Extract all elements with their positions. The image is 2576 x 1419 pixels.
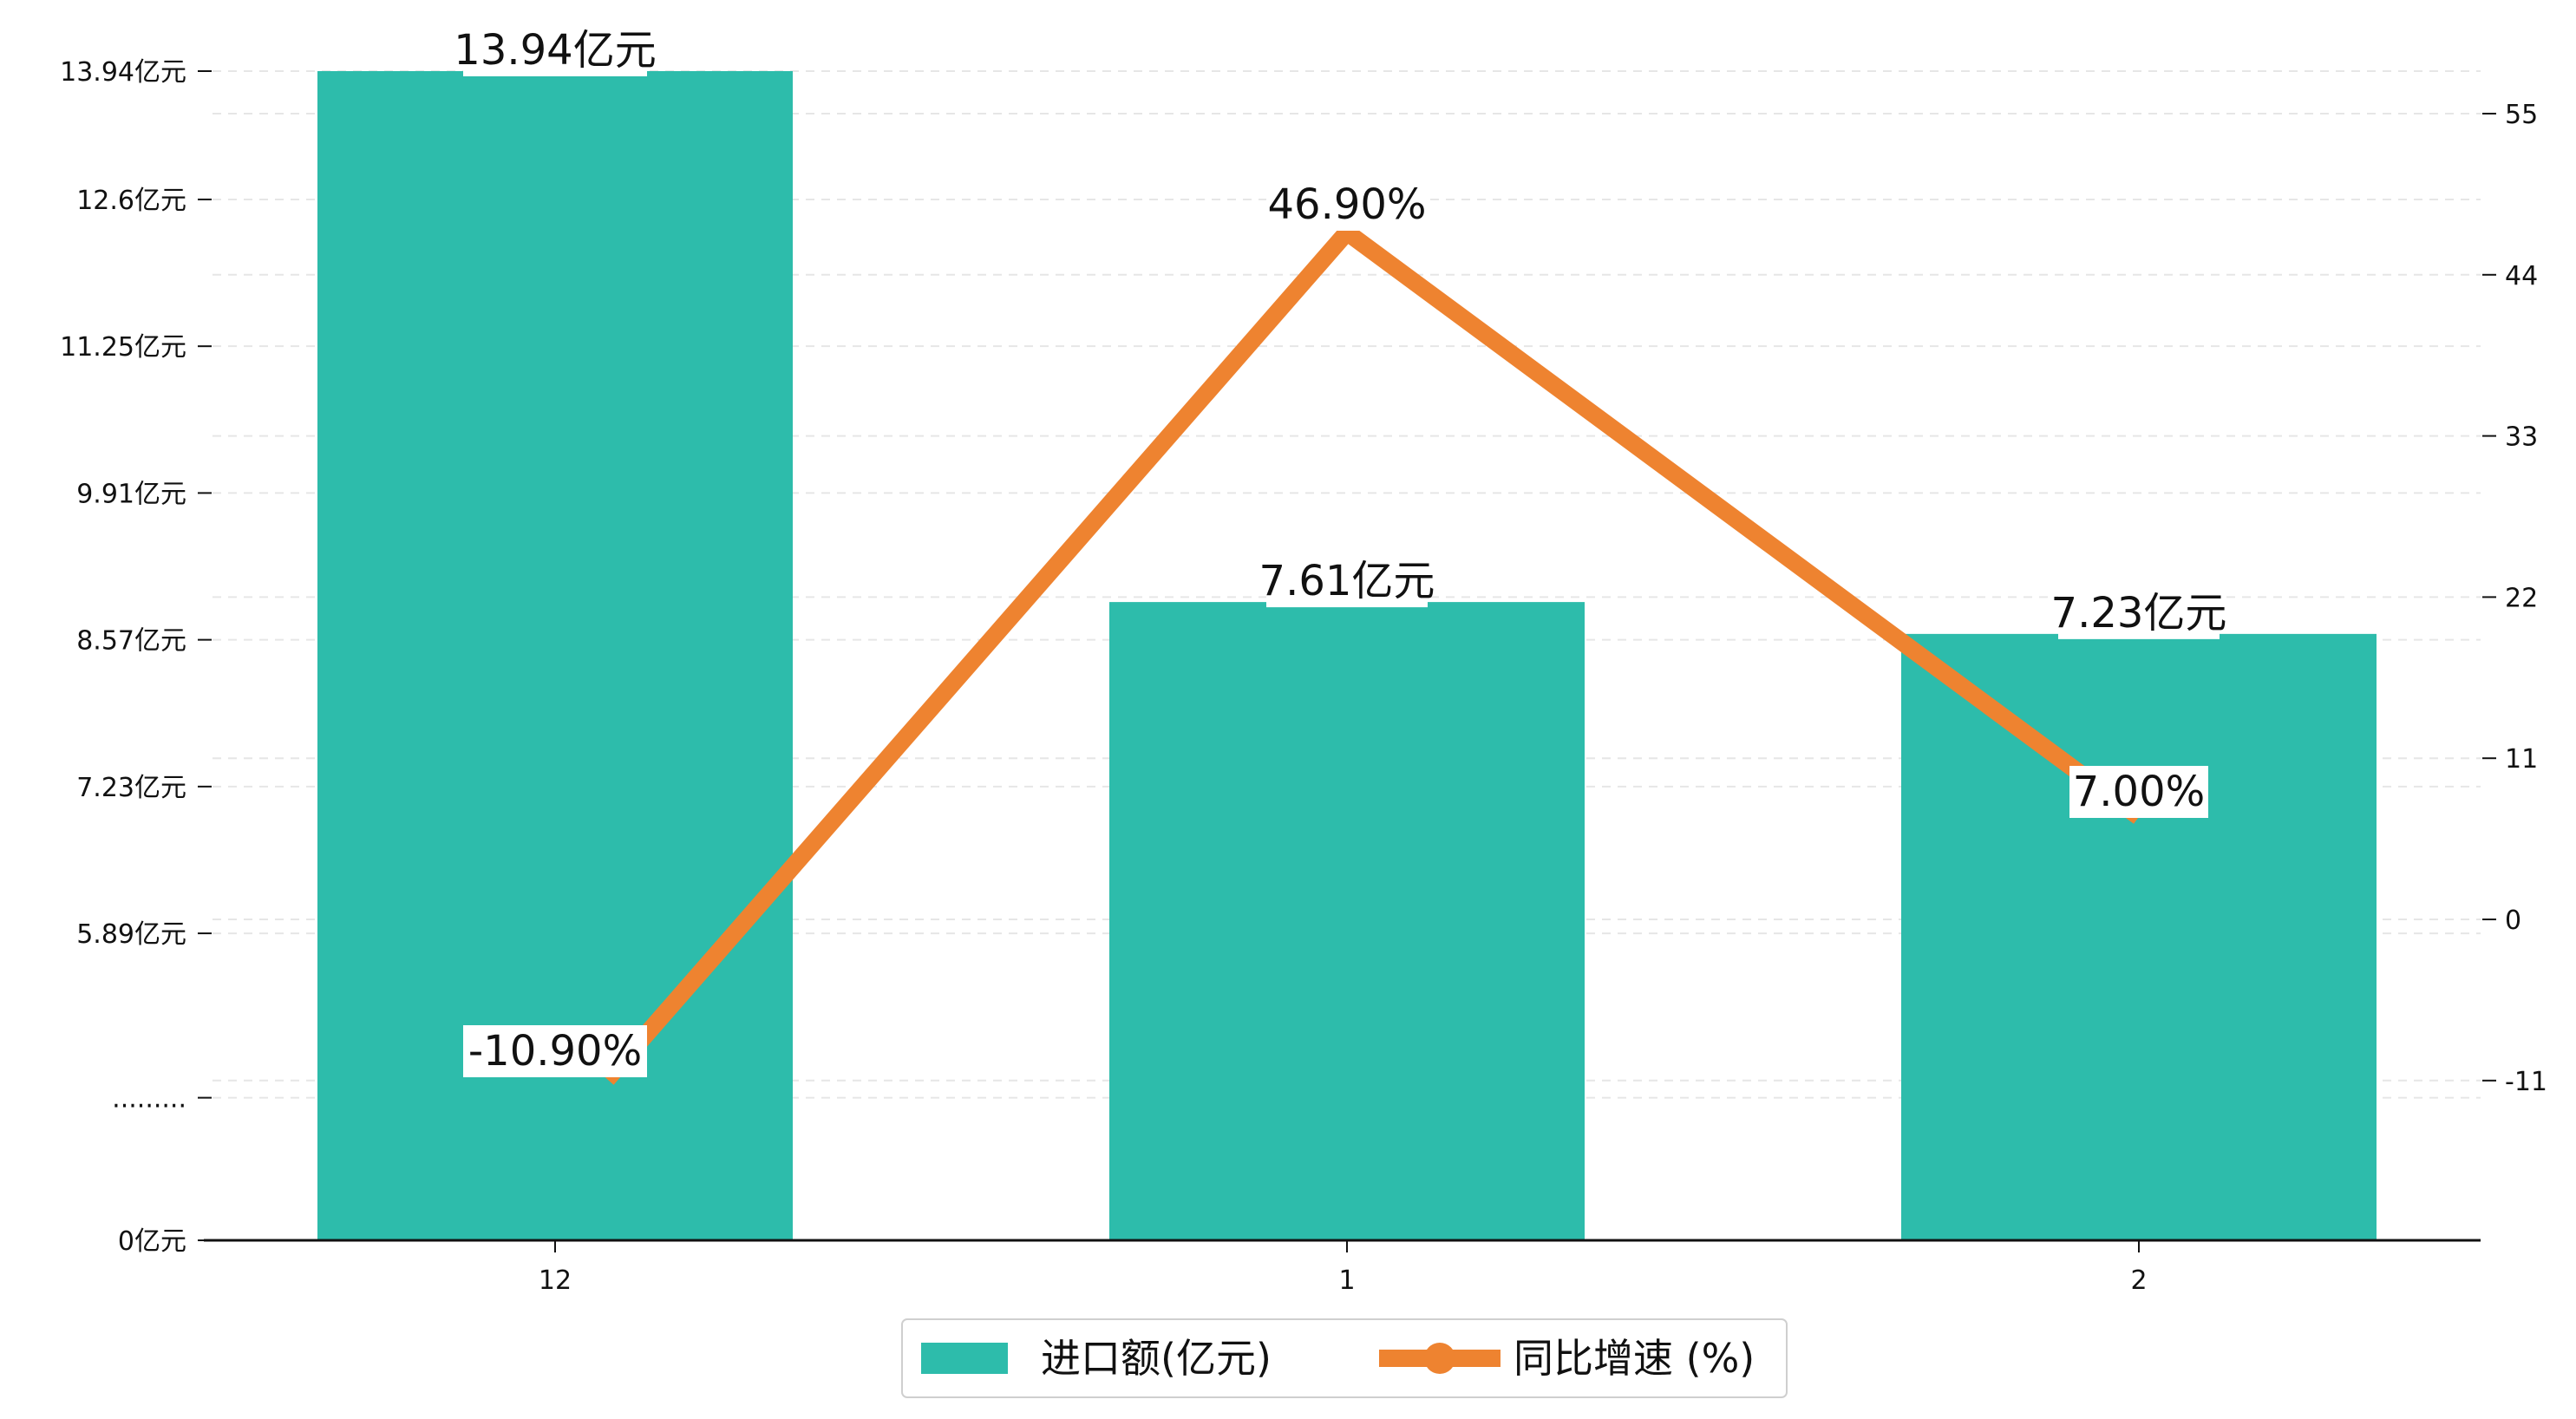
- bar-value-label-text: 7.61亿元: [1259, 557, 1435, 605]
- legend-bar-swatch: [921, 1343, 1008, 1374]
- bar-value-label: 7.23亿元: [2051, 586, 2227, 639]
- y-right-tick-label: 22: [2505, 583, 2538, 613]
- line-value-label-text: -10.90%: [468, 1027, 642, 1076]
- x-tick-label: 2: [2130, 1265, 2147, 1296]
- axes: 0亿元......... 5.89亿元 7.23亿元 8.57亿元 9.91亿元 11.2…: [60, 57, 2547, 1296]
- line-value-label: 7.00%: [2069, 766, 2208, 818]
- bar-value-label-bg: [2058, 586, 2220, 639]
- bar-value-label-text: 13.94亿元: [454, 26, 656, 75]
- y-left-tick-label: 8.57亿元: [76, 626, 186, 657]
- y-left-tick-label: 11.25亿元: [60, 332, 186, 363]
- y-left-tick-label: 7.23亿元: [76, 773, 186, 803]
- line-value-label: 46.90%: [1266, 179, 1428, 231]
- y-left-tick-label: 12.6亿元: [76, 186, 186, 216]
- bar-value-label-bg: [1266, 555, 1428, 608]
- bar-value-label-text: 7.23亿元: [2051, 589, 2227, 638]
- bar-value-label-bg: [463, 24, 647, 76]
- x-tick-label: 12: [539, 1265, 572, 1296]
- x-tick-label: 1: [1338, 1265, 1355, 1296]
- legend-line-marker: [1424, 1343, 1455, 1374]
- bar-value-label: 13.94亿元: [454, 24, 657, 76]
- y-right-tick-label: 55: [2505, 100, 2538, 130]
- y-right-tick-label: 33: [2505, 422, 2538, 453]
- bar-series: [317, 71, 2377, 1240]
- line-series: [600, 220, 2144, 1085]
- bar: [1901, 633, 2377, 1240]
- line-value-label-bg: [1266, 179, 1428, 231]
- y-left-tick-label: 5.89亿元: [76, 919, 186, 950]
- data-labels: 13.94亿元 7.61亿元 7.23亿元 -10.90% 46.90% 7.00%: [454, 24, 2226, 1077]
- legend-line-label: 同比增速 (%): [1514, 1335, 1755, 1382]
- y-left-tick-label: 0亿元: [118, 1226, 186, 1257]
- y-right-tick-label: 0: [2505, 906, 2521, 936]
- line-value-label-bg: [2069, 766, 2208, 818]
- y-right-tick-label: -11: [2505, 1067, 2547, 1097]
- line-value-label-text: 7.00%: [2073, 768, 2205, 816]
- legend-box: [901, 1318, 1788, 1398]
- legend: 进口额(亿元) 同比增速 (%): [901, 1318, 1788, 1398]
- growth-line: [600, 220, 2144, 1085]
- y-left-tick-label: .........: [112, 1084, 186, 1115]
- y-right-tick-label: 44: [2505, 261, 2538, 291]
- line-value-label: -10.90%: [463, 1025, 647, 1077]
- bar-value-label: 7.61亿元: [1259, 555, 1435, 608]
- y-left-tick-label: 13.94亿元: [60, 57, 186, 88]
- line-value-label-bg: [463, 1025, 647, 1077]
- bar: [1109, 602, 1585, 1240]
- legend-bar-label: 进口额(亿元): [1041, 1335, 1272, 1382]
- line-value-label-text: 46.90%: [1267, 180, 1426, 229]
- y-left-tick-label: 9.91亿元: [76, 479, 186, 509]
- y-right-tick-label: 11: [2505, 744, 2538, 775]
